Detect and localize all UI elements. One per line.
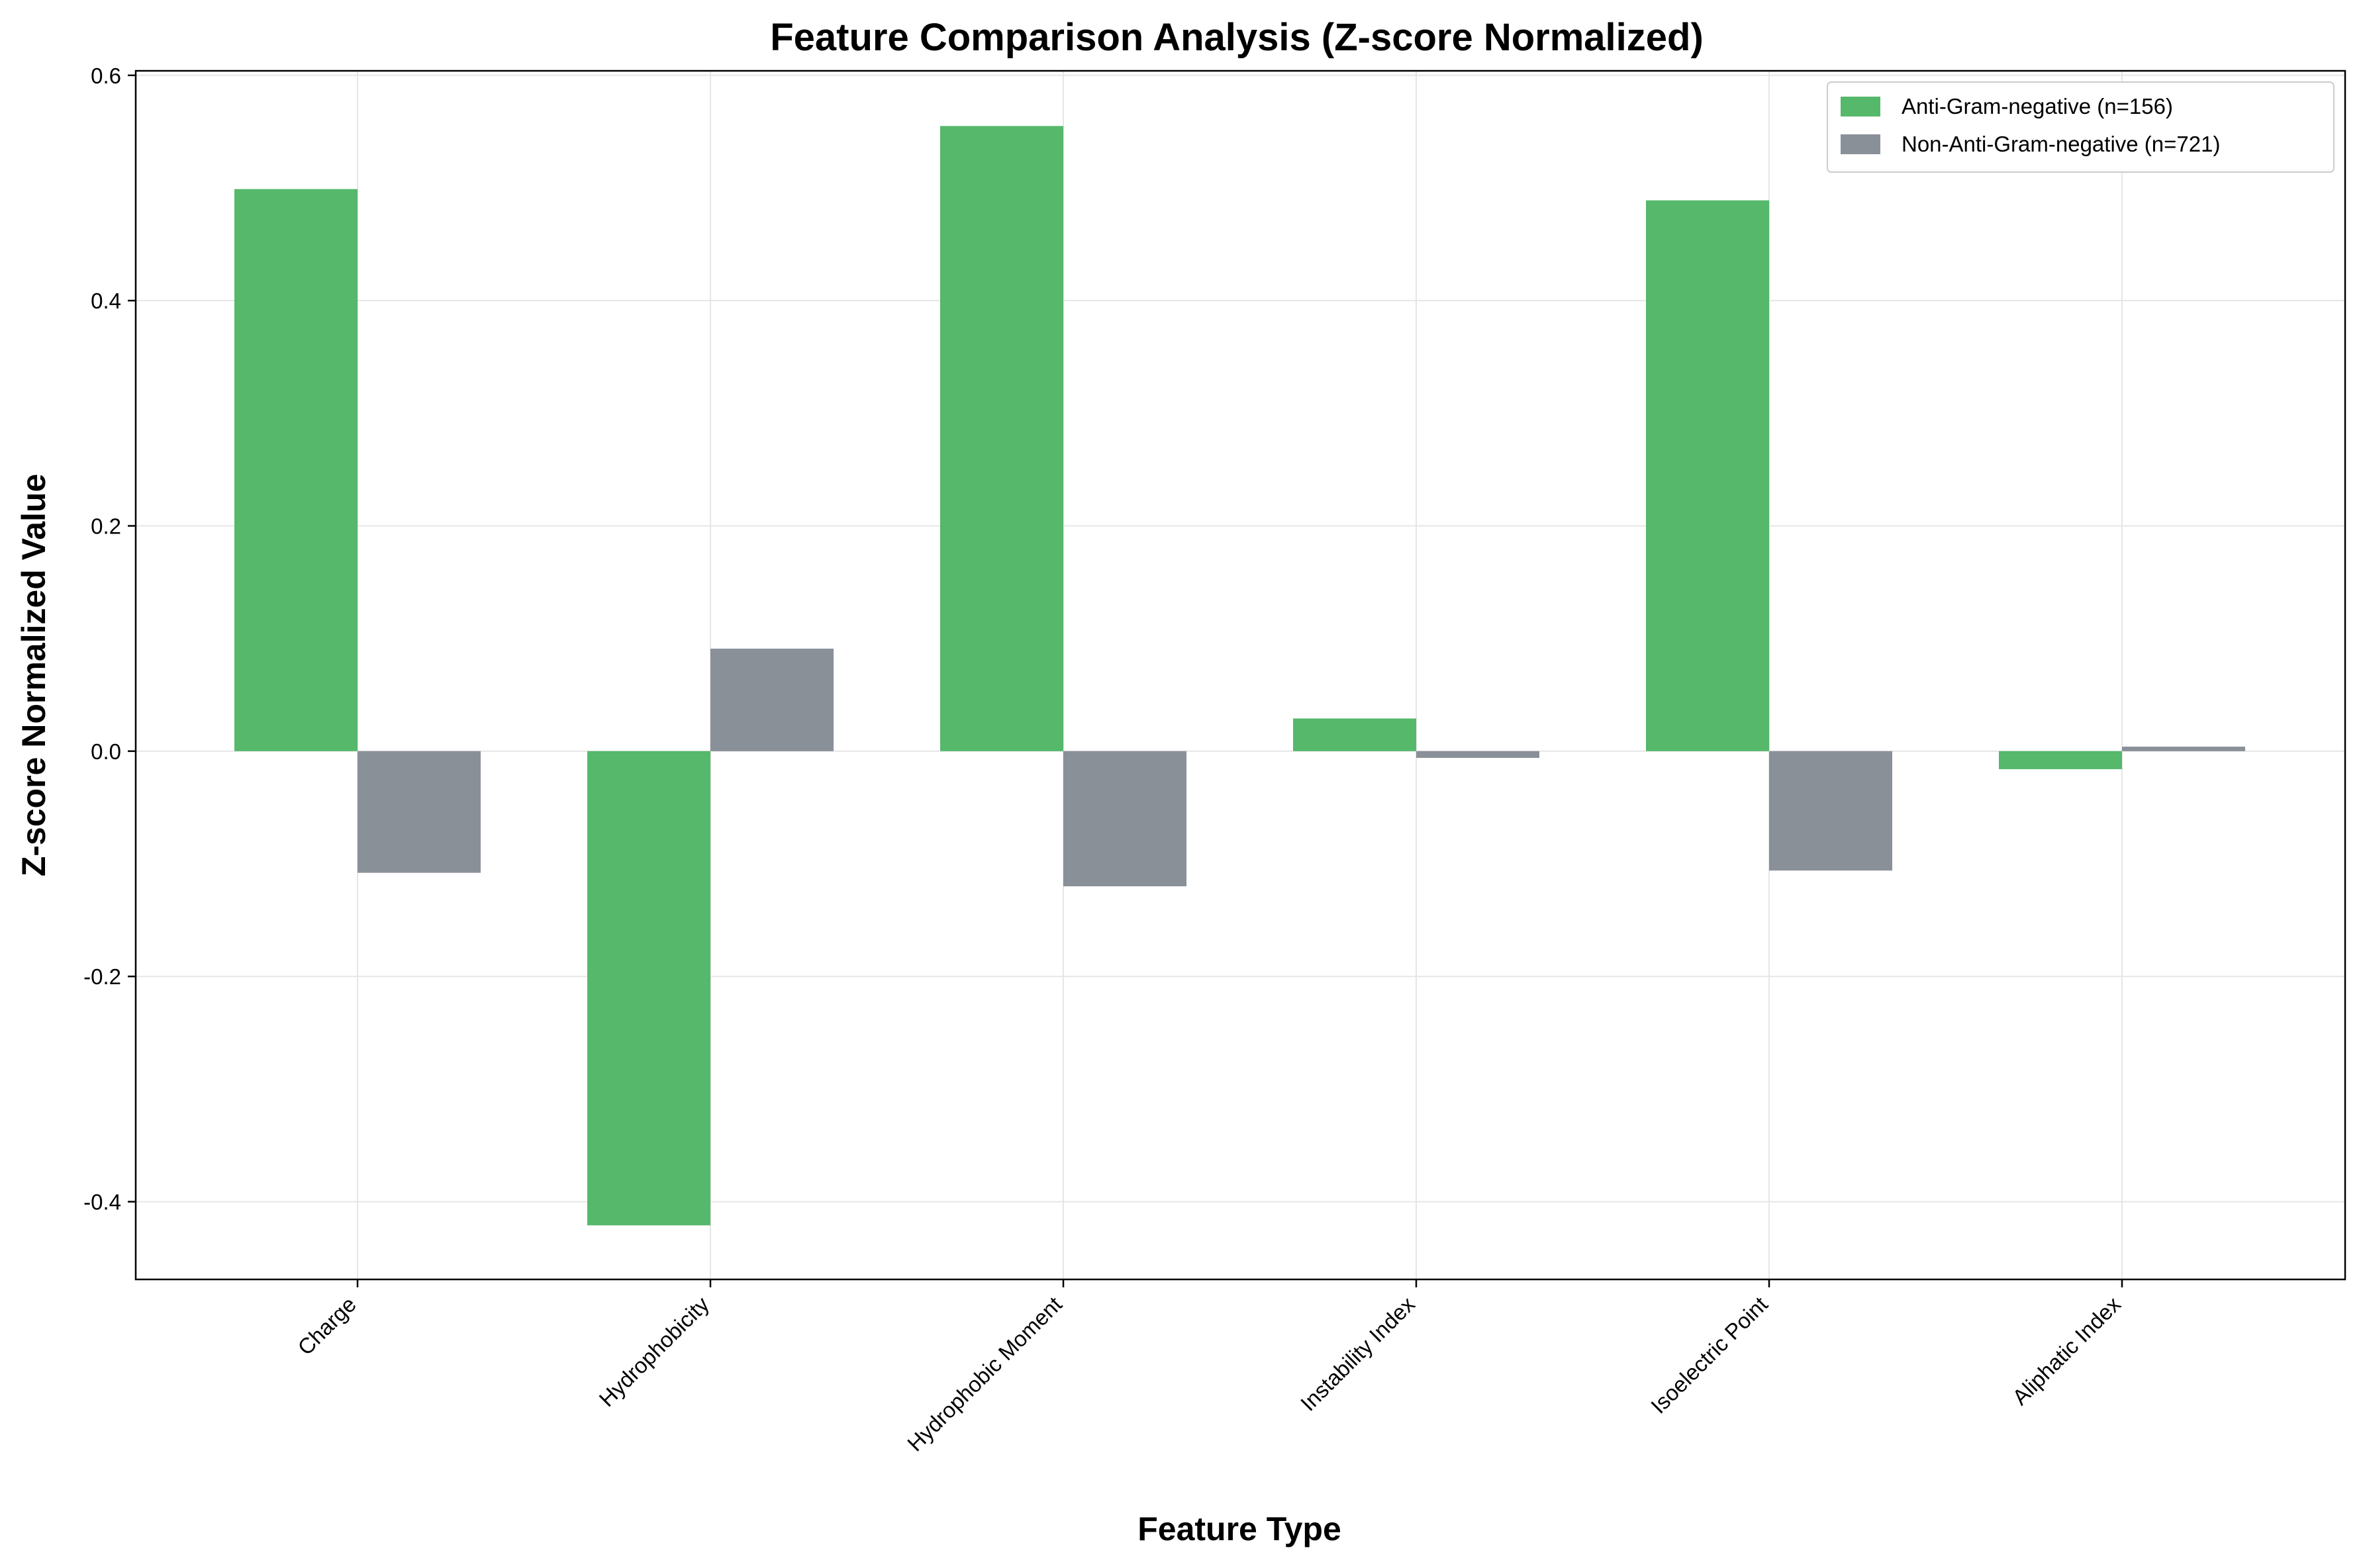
x-tick-label: Instability Index [1296,1291,1420,1415]
bar-anti-5 [1999,751,2122,770]
plot-frame [134,69,2346,1281]
y-tick-label: 0.6 [91,64,121,88]
legend: Anti-Gram-negative (n=156) Non-Anti-Gram… [1827,81,2335,173]
bar-non-0 [358,751,481,873]
bar-anti-1 [587,751,710,1226]
y-tick-label: 0.2 [91,514,121,539]
bar-non-5 [2122,747,2245,751]
y-tick-label: -0.4 [83,1190,121,1215]
y-tick-label: 0.4 [91,289,121,313]
bar-anti-0 [234,189,358,751]
bar-non-4 [1769,751,1892,871]
bar-anti-3 [1293,718,1416,751]
legend-box [1827,81,2335,173]
x-axis-ticks: Charge Hydrophobicity Hydrophobic Moment In… [293,1279,2125,1456]
bar-non-1 [710,649,834,751]
bars [234,126,2245,1226]
chart-title: Feature Comparison Analysis (Z-score Nor… [770,16,1704,59]
legend-swatch-anti [1841,97,1880,116]
legend-label-anti: Anti-Gram-negative (n=156) [1902,94,2173,118]
legend-label-non: Non-Anti-Gram-negative (n=721) [1902,132,2220,156]
y-axis-label: Z-score Normalized Value [15,474,52,877]
bar-non-3 [1416,751,1539,759]
legend-swatch-non [1841,134,1880,154]
bar-anti-2 [940,126,1063,751]
x-axis-label: Feature Type [1137,1510,1341,1547]
x-tick-label: Hydrophobicity [594,1291,714,1411]
bar-non-2 [1063,751,1186,887]
x-tick-label: Aliphatic Index [2007,1291,2125,1409]
bar-anti-4 [1646,200,1769,751]
y-axis-ticks: -0.4 -0.2 0.0 0.2 0.4 0.6 [83,64,136,1215]
grid [136,71,2345,1279]
x-tick-label: Hydrophobic Moment [902,1292,1067,1456]
y-tick-label: -0.2 [83,964,121,989]
x-tick-label: Charge [293,1292,361,1360]
y-tick-label: 0.0 [91,739,121,764]
x-tick-label: Isoelectric Point [1646,1292,1772,1418]
